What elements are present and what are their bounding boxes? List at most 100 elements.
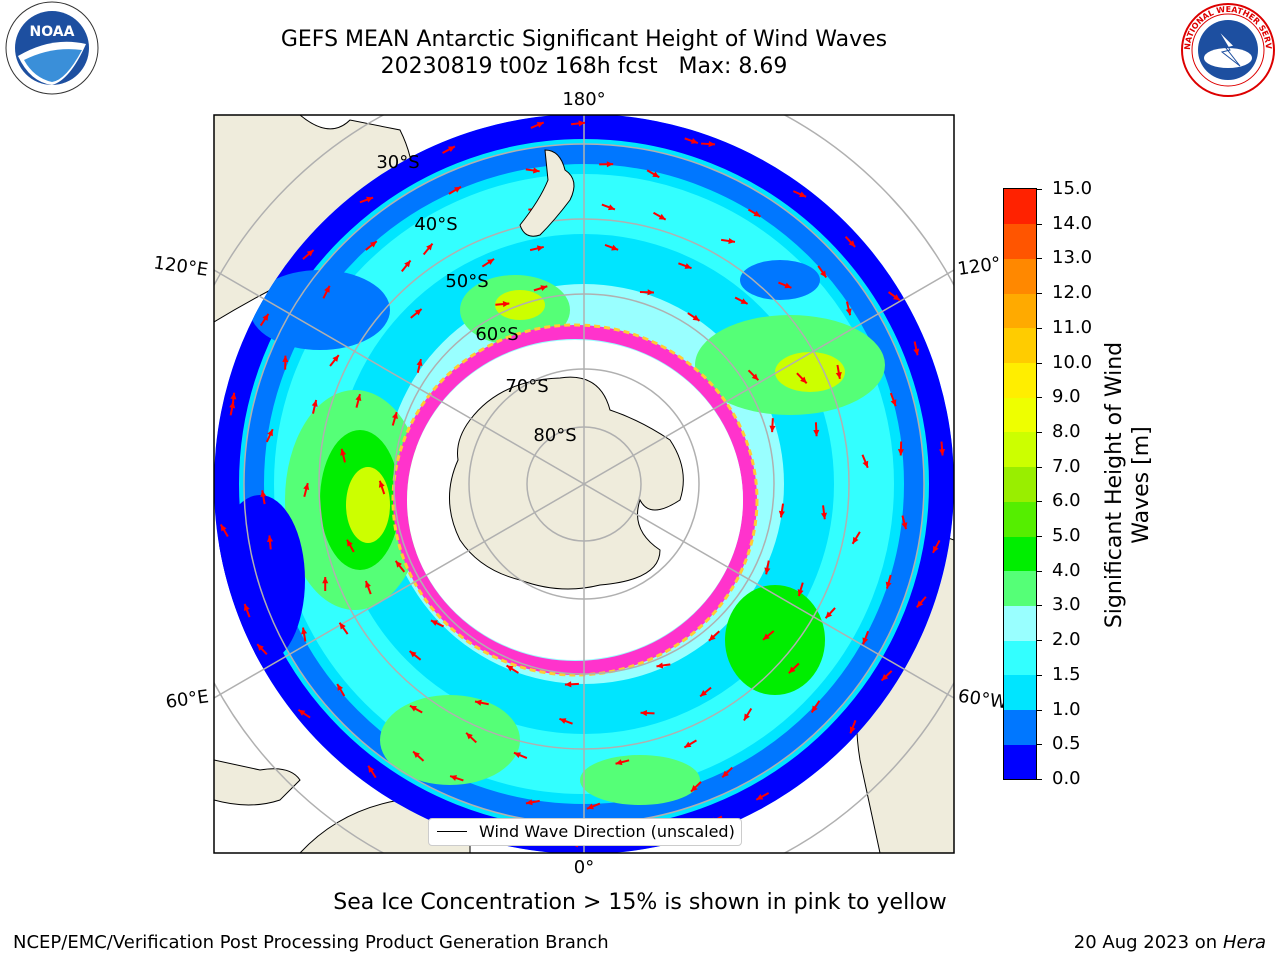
colorbar-tick-label: 8.0: [1052, 420, 1081, 442]
colorbar-tick: [1036, 327, 1042, 329]
wave-arrow-head: [413, 751, 420, 758]
wave-arrow-head: [692, 314, 700, 321]
colorbar-tick-label: 12.0: [1052, 282, 1093, 304]
colorbar-tick-label: 4.0: [1052, 559, 1081, 581]
wave-arrow-head: [368, 765, 375, 773]
colorbar-tick: [1036, 536, 1042, 538]
wave-arrow-head: [339, 622, 346, 630]
wave-arrow-head: [366, 196, 374, 203]
wave-arrow-head: [751, 373, 759, 381]
wave-arrow-head: [762, 633, 770, 640]
wave-arrow-head: [656, 662, 664, 669]
sea-ice-note: Sea Ice Concentration > 15% is shown in …: [333, 890, 947, 915]
colorbar-tick: [1036, 189, 1042, 190]
colorbar-tick-label: 0.5: [1052, 733, 1081, 755]
colorbar-segment: [1004, 501, 1036, 537]
wave-arrow-head: [708, 634, 716, 641]
wave-arrow-head: [409, 705, 417, 712]
wave-arrow-head: [564, 681, 572, 688]
wave-arrow-head: [615, 759, 623, 766]
wave-arrow-head: [722, 770, 729, 778]
lat-label-40s: 40°S: [414, 214, 457, 235]
wave-arrow-head: [848, 240, 856, 247]
colorbar-tick-label: 1.5: [1052, 663, 1081, 685]
footer-date-text: 20 Aug 2023 on: [1073, 932, 1218, 953]
wave-arrow-head: [230, 392, 237, 400]
wave-arrow-head: [811, 705, 818, 713]
wave-arrow-head: [513, 752, 521, 758]
wave-arrow-head: [820, 270, 827, 278]
colorbar-segment: [1004, 189, 1036, 225]
wave-arrow-head: [266, 535, 274, 542]
wave-arrow-head: [426, 243, 433, 251]
wave-arrow-head: [298, 709, 306, 716]
map-legend: Wind Wave Direction (unscaled): [428, 818, 742, 846]
wave-arrow-head: [340, 448, 347, 456]
wave-arrow-head: [862, 460, 869, 468]
colorbar: [1003, 188, 1037, 780]
wave-arrow-head: [901, 522, 908, 530]
colorbar-tick: [1036, 362, 1042, 364]
graticule: [214, 115, 954, 853]
wave-arrow-head: [324, 285, 330, 293]
wave-arrow-head: [799, 191, 807, 198]
wave-arrow-head: [820, 512, 828, 520]
colorbar-tick-label: 3.0: [1052, 594, 1081, 616]
wave-arrow-head: [769, 425, 776, 433]
colorbar-tick: [1036, 397, 1042, 399]
wave-arrow-head: [369, 241, 377, 248]
colorbar-tick-label: 5.0: [1052, 525, 1081, 547]
colorbar-tick-label: 14.0: [1052, 212, 1093, 234]
wave-arrow-head: [607, 204, 615, 211]
map-frame: [213, 114, 955, 854]
colorbar-segment: [1004, 709, 1036, 745]
wave-arrow-head: [487, 258, 495, 265]
wave-arrow-head: [430, 620, 438, 626]
wave-arrow-head: [813, 429, 820, 437]
legend-line-swatch: [437, 831, 467, 832]
wave-arrow-head: [740, 298, 748, 304]
colorbar-tick-label: 7.0: [1052, 455, 1081, 477]
wave-arrow-head: [392, 412, 398, 419]
wave-arrow-head: [311, 399, 318, 407]
wave-arrow-head: [800, 376, 807, 384]
wave-arrow-head: [532, 167, 540, 174]
lon-label-0: 0°: [574, 857, 594, 878]
colorbar-segment: [1004, 605, 1036, 641]
footer-credit: NCEP/EMC/Verification Post Processing Pr…: [13, 932, 609, 953]
wave-arrow-head: [862, 637, 869, 645]
wave-arrow-head: [559, 718, 567, 724]
footer-date: 20 Aug 2023 on Hera: [1074, 932, 1266, 953]
colorbar-tick: [1036, 744, 1042, 746]
lon-label-120e: 120°E: [152, 252, 209, 280]
colorbar-tick-label: 11.0: [1052, 316, 1093, 338]
colorbar-tick-label: 13.0: [1052, 247, 1093, 269]
wave-arrow-head: [756, 794, 764, 800]
wave-arrow-head: [881, 674, 889, 681]
wave-arrow-head: [416, 359, 423, 366]
wave-arrow-head: [885, 581, 892, 589]
wave-arrow-head: [778, 510, 785, 518]
wave-arrow-head: [647, 289, 654, 296]
wave-arrow-head: [708, 140, 716, 148]
wave-arrow-head: [365, 580, 371, 588]
colorbar-tick: [1036, 605, 1042, 607]
wave-arrow-head: [347, 539, 353, 547]
wave-arrow-head: [303, 483, 310, 490]
lat-label-80s: 80°S: [533, 425, 576, 446]
wave-arrow-head: [282, 355, 289, 362]
wave-arrow-head: [764, 567, 771, 575]
wave-arrow-head: [301, 627, 308, 635]
wave-arrow-head: [337, 683, 344, 691]
colorbar-segment: [1004, 466, 1036, 502]
wave-arrow-head: [797, 589, 804, 597]
wind-wave-arrows: [219, 120, 946, 848]
colorbar-tick: [1036, 674, 1042, 676]
wave-arrow-head: [788, 666, 796, 674]
colorbar-segment: [1004, 327, 1036, 364]
wave-arrow-head: [893, 294, 900, 301]
colorbar-label: Significant Height of Wind Waves [m]: [1102, 341, 1154, 629]
wave-arrow-head: [784, 282, 792, 289]
legend-label: Wind Wave Direction (unscaled): [479, 822, 735, 841]
